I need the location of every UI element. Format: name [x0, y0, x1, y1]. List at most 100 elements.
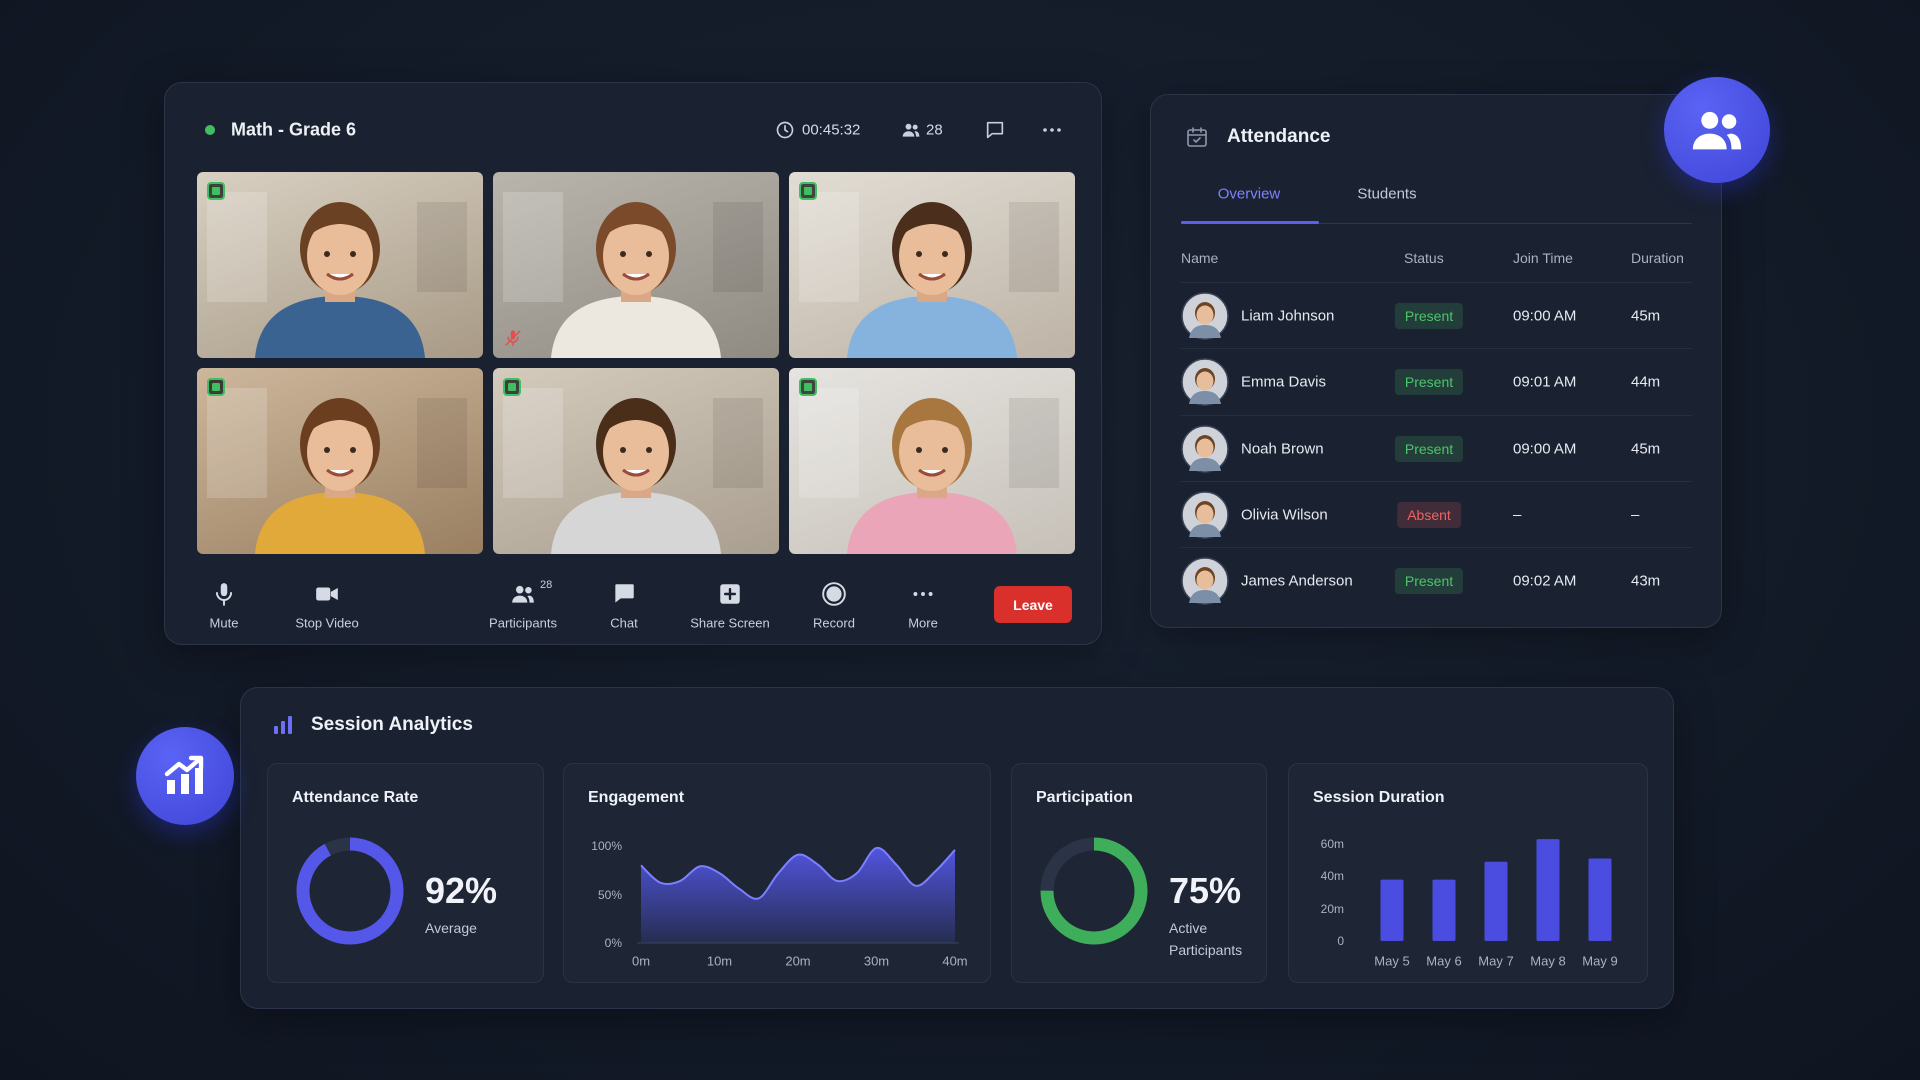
duration: 44m	[1631, 373, 1661, 391]
student-avatar	[1181, 358, 1229, 406]
icon-shape	[1196, 371, 1214, 391]
icon-shape	[1701, 111, 1719, 129]
toolbar-button[interactable]: Record	[789, 576, 879, 638]
join-time: 09:00 AM	[1513, 440, 1577, 458]
icon-shape	[601, 204, 673, 242]
tab[interactable]: Students	[1357, 185, 1417, 203]
bar	[1432, 879, 1456, 941]
icon-shape	[913, 592, 918, 596]
column-header: Status	[1404, 250, 1444, 266]
x-tick-label: 20m	[785, 953, 811, 969]
duration: –	[1631, 506, 1640, 524]
icon-shape	[1726, 133, 1742, 150]
toolbar-button[interactable]: Chat	[579, 576, 669, 638]
bar	[1588, 858, 1612, 941]
toolbar-label: Participants	[489, 615, 557, 631]
area-line	[640, 846, 956, 900]
column-header: Join Time	[1513, 250, 1573, 266]
trend-icon	[164, 755, 204, 794]
icon-shape	[826, 586, 842, 602]
icon-shape	[167, 780, 175, 794]
tab[interactable]: Overview	[1217, 185, 1281, 203]
group-badge	[1664, 77, 1770, 183]
participant-video	[207, 192, 467, 358]
icon-shape	[713, 202, 763, 292]
join-time: 09:00 AM	[1513, 307, 1577, 325]
more-icon	[1043, 128, 1061, 132]
camera-on-dot	[212, 187, 220, 195]
toolbar-button[interactable]: Share Screen	[685, 576, 775, 638]
join-time: 09:01 AM	[1513, 373, 1577, 391]
x-tick-label: May 9	[1582, 953, 1618, 969]
icon-shape	[799, 388, 859, 498]
icon-shape	[921, 592, 925, 596]
toolbar-button[interactable]: Stop Video	[282, 576, 372, 638]
icon-shape	[918, 272, 946, 281]
icon-shape	[905, 123, 912, 130]
icon-shape	[912, 124, 918, 130]
toolbar-label: Mute	[209, 615, 239, 631]
video-tile	[493, 172, 779, 358]
toolbar-button[interactable]: More	[878, 576, 968, 638]
toolbar-button[interactable]: Participants 28	[478, 576, 568, 638]
icon-shape	[916, 251, 922, 257]
icon-shape	[551, 296, 721, 358]
icon-shape	[281, 721, 285, 734]
icon-shape	[622, 468, 650, 477]
icon-shape	[330, 588, 338, 600]
toolbar-icon	[512, 585, 534, 603]
icon-shape	[326, 468, 354, 477]
icon-shape	[723, 587, 737, 601]
donut-chart	[296, 837, 404, 945]
attendance-panel: Attendance Overview Students Name Status Join…	[1150, 94, 1722, 628]
student-name: James Anderson	[1241, 572, 1353, 590]
y-tick-label: 20m	[1320, 901, 1344, 916]
toolbar-badge: 28	[540, 579, 553, 591]
icon-shape	[1721, 114, 1737, 129]
leave-button[interactable]: Leave	[994, 586, 1072, 623]
icon-shape	[914, 131, 920, 137]
icon-shape	[503, 388, 563, 498]
icon-shape	[324, 447, 330, 453]
icon-shape	[620, 251, 626, 257]
student-name: Noah Brown	[1241, 440, 1324, 458]
session-timer: 00:45:32	[802, 121, 861, 139]
icon-shape	[350, 447, 356, 453]
y-tick-label: 60m	[1320, 837, 1344, 851]
icon-shape	[897, 400, 969, 438]
icon-shape	[305, 204, 377, 242]
status-badge: Absent	[1397, 502, 1461, 528]
analytics-card: Attendance Rate 92% Average	[267, 763, 544, 983]
icon-shape	[503, 192, 563, 302]
y-tick-label: 0	[1337, 934, 1344, 948]
duration: 45m	[1631, 307, 1661, 325]
icon-shape	[274, 726, 278, 734]
icon-shape	[505, 330, 521, 347]
icon-shape	[207, 192, 267, 302]
toolbar-icon	[316, 587, 338, 601]
chat-icon	[986, 121, 1004, 139]
icon-shape	[512, 595, 528, 603]
row-divider	[1181, 547, 1692, 548]
toolbar-label: Share Screen	[690, 615, 770, 631]
leave-label: Leave	[1013, 596, 1053, 613]
duration: 45m	[1631, 440, 1661, 458]
icon-shape	[622, 272, 650, 281]
icon-shape	[326, 272, 354, 281]
icon-shape	[1057, 128, 1061, 132]
icon-shape	[942, 447, 948, 453]
icon-shape	[713, 398, 763, 488]
icon-shape	[899, 217, 965, 295]
icon-shape	[551, 492, 721, 554]
toolbar-button[interactable]: Mute	[179, 576, 269, 638]
icon-shape	[601, 400, 673, 438]
icon-shape	[847, 296, 1017, 358]
toolbar-label: Stop Video	[295, 615, 359, 631]
icon-shape	[1196, 438, 1214, 458]
participant-video	[503, 388, 763, 554]
camera-on-dot	[212, 383, 220, 391]
status-badge: Present	[1394, 303, 1464, 329]
analytics-badge	[136, 727, 234, 825]
toolbar-icon	[822, 582, 846, 606]
